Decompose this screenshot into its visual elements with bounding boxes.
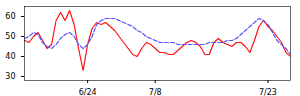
svg-text:7/8: 7/8 bbox=[149, 88, 162, 96]
svg-text:7/23: 7/23 bbox=[259, 88, 277, 96]
svg-text:60: 60 bbox=[5, 12, 15, 21]
svg-text:50: 50 bbox=[5, 32, 15, 41]
svg-text:6/24: 6/24 bbox=[79, 88, 97, 96]
svg-text:30: 30 bbox=[5, 72, 15, 81]
svg-text:40: 40 bbox=[5, 52, 15, 61]
